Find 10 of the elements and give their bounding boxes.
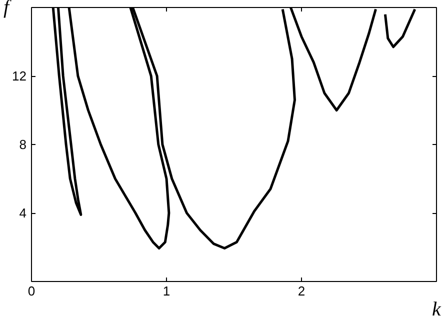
x-tick-label: 2: [298, 284, 306, 298]
line-series: [384, 8, 416, 48]
line-series: [289, 8, 377, 112]
x-axis-title: k: [432, 298, 442, 320]
y-tick-label: 4: [19, 206, 27, 220]
x-tick-label: 0: [28, 284, 36, 298]
y-tick-label: 8: [19, 137, 27, 152]
y-tick-label: 12: [12, 68, 27, 84]
line-series: [52, 8, 82, 216]
x-tick-label: 1: [162, 284, 170, 298]
